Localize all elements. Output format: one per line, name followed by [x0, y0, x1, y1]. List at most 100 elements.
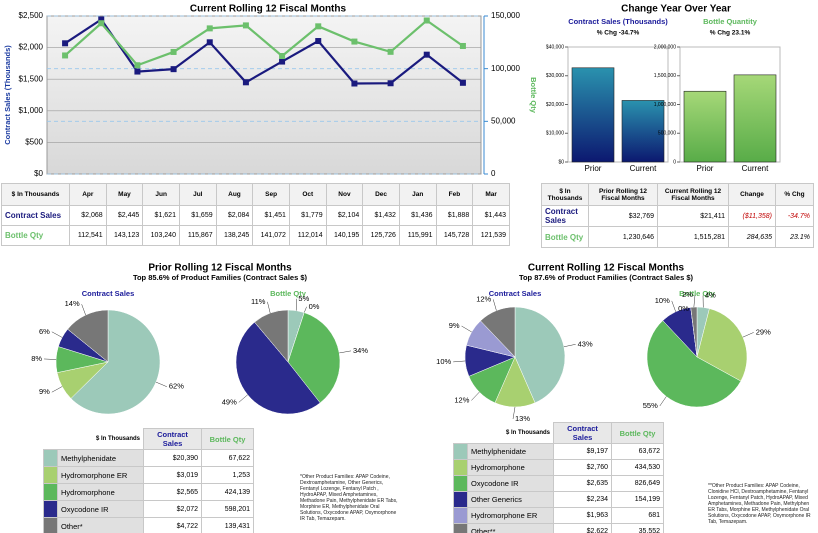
point-marker [170, 66, 177, 73]
pie-label: 4% [705, 290, 716, 299]
row-label: Other Generics [466, 491, 555, 508]
header-row: $ In Thousands Contract Sales Bottle Qty [453, 422, 665, 444]
cell: $1,443 [472, 205, 510, 226]
y-tick-label: $0 [558, 159, 564, 165]
month-header: Sep [252, 183, 290, 206]
cell: $2,084 [215, 205, 254, 226]
column-header: Prior Rolling 12 Fiscal Months [588, 183, 658, 206]
leader-line [693, 295, 696, 308]
month-header: Apr [69, 183, 107, 206]
y-tick-label: 1,500,000 [654, 73, 676, 79]
bar [621, 100, 665, 163]
leader-line [461, 325, 472, 333]
point-marker [98, 20, 105, 27]
point-marker [134, 62, 141, 69]
row-label: Methylphenidate [56, 449, 145, 467]
cell: 434,530 [611, 459, 665, 476]
column-header: Contract Sales [553, 422, 613, 444]
cell: $32,769 [588, 205, 658, 227]
leader-line [238, 394, 248, 403]
cell: 35,552 [611, 523, 665, 533]
current-title: Current Rolling 12 Fiscal Months [528, 263, 685, 274]
pie-label: 49% [222, 397, 237, 406]
cell: 112,541 [69, 225, 107, 246]
y-tick-label: $500 [25, 138, 43, 147]
cell: $1,451 [252, 205, 290, 226]
pie-slice [480, 306, 516, 358]
cell: 125,726 [362, 225, 400, 246]
x-tick-label: Prior [697, 164, 714, 173]
legend-swatch [453, 507, 468, 524]
month-header: Jul [178, 183, 217, 206]
pie-slice [514, 306, 566, 404]
yoy-table: $ In Thousands Prior Rolling 12 Fiscal Mo… [541, 183, 814, 248]
pie-label: 10% [655, 296, 670, 305]
y2-tick-label: 100,000 [491, 64, 520, 73]
row-label: Oxycodone IR [466, 475, 555, 492]
monthly-table: $ In Thousands Apr May Jun Jul Aug Sep Oct Nov De… [1, 183, 510, 246]
point-marker [242, 22, 249, 29]
month-header: Feb [435, 183, 474, 206]
prior-title: Prior Rolling 12 Fiscal Months [148, 263, 292, 274]
column-header: Change [728, 183, 776, 206]
y-axis-label: Contract Sales (Thousands) [3, 45, 12, 145]
point-marker [423, 17, 430, 24]
row-label: Bottle Qty [1, 225, 70, 246]
cell: 139,431 [201, 517, 255, 533]
pie-title: Bottle Qty [679, 289, 716, 298]
pie-label: 29% [756, 327, 771, 336]
y2-tick-label: 0 [491, 169, 496, 178]
bar [571, 67, 615, 163]
cell: 141,072 [252, 225, 290, 246]
cell: ($11,358) [728, 205, 776, 227]
y-tick-label: $2,500 [19, 11, 44, 20]
pie-label: 11% [251, 297, 266, 306]
bar [733, 74, 777, 163]
pie-label: 9% [449, 321, 460, 330]
cell: 103,240 [142, 225, 180, 246]
pie-label: 62% [169, 382, 184, 391]
pie-label: 34% [353, 346, 368, 355]
row-label: Hydromorphone [466, 459, 555, 476]
pie-title: Contract Sales [82, 289, 135, 298]
legend-swatch [453, 459, 468, 476]
month-header: Aug [215, 183, 254, 206]
point-marker [206, 39, 213, 46]
row-label: Hydromorphone [56, 483, 145, 501]
leader-line [471, 391, 480, 401]
point-marker [351, 38, 358, 45]
pie-title: Bottle Qty [270, 289, 307, 298]
cell: $1,659 [178, 205, 217, 226]
cell: $2,445 [105, 205, 144, 226]
row-label: Bottle Qty [541, 226, 589, 248]
column-header: Contract Sales [143, 428, 203, 450]
data-row: Oxycodone IR $2,072 598,201 [43, 500, 255, 518]
legend-swatch [453, 491, 468, 508]
data-row: Other Generics $2,234 154,199 [453, 491, 665, 508]
cell: 681 [611, 507, 665, 524]
cell: 138,245 [215, 225, 254, 246]
pie-label: 12% [476, 294, 491, 303]
month-header: Jun [142, 183, 180, 206]
data-row: Hydromorphone ER $3,019 1,253 [43, 466, 255, 484]
cell: $2,635 [553, 475, 613, 492]
pie-label: 8% [31, 354, 42, 363]
cell: 121,539 [472, 225, 510, 246]
cell: $2,760 [553, 459, 613, 476]
cell: $9,197 [553, 443, 613, 460]
point-marker [387, 48, 394, 55]
month-header: Dec [362, 183, 400, 206]
month-header: Mar [472, 183, 510, 206]
leader-line [492, 299, 497, 311]
cell: 115,991 [398, 225, 437, 246]
header-row: $ In Thousands Prior Rolling 12 Fiscal Mo… [541, 183, 814, 206]
row-label: Other* [56, 517, 145, 533]
pie-label: 55% [643, 401, 658, 410]
cell: $2,622 [553, 523, 613, 533]
row-label: Hydromorphone ER [466, 507, 555, 524]
yoy-title: Change Year Over Year [621, 4, 731, 15]
leader-line [303, 306, 307, 313]
data-row: Hydromorphone $2,760 434,530 [453, 459, 665, 476]
pie-label: 14% [65, 299, 80, 308]
month-header: May [105, 183, 144, 206]
